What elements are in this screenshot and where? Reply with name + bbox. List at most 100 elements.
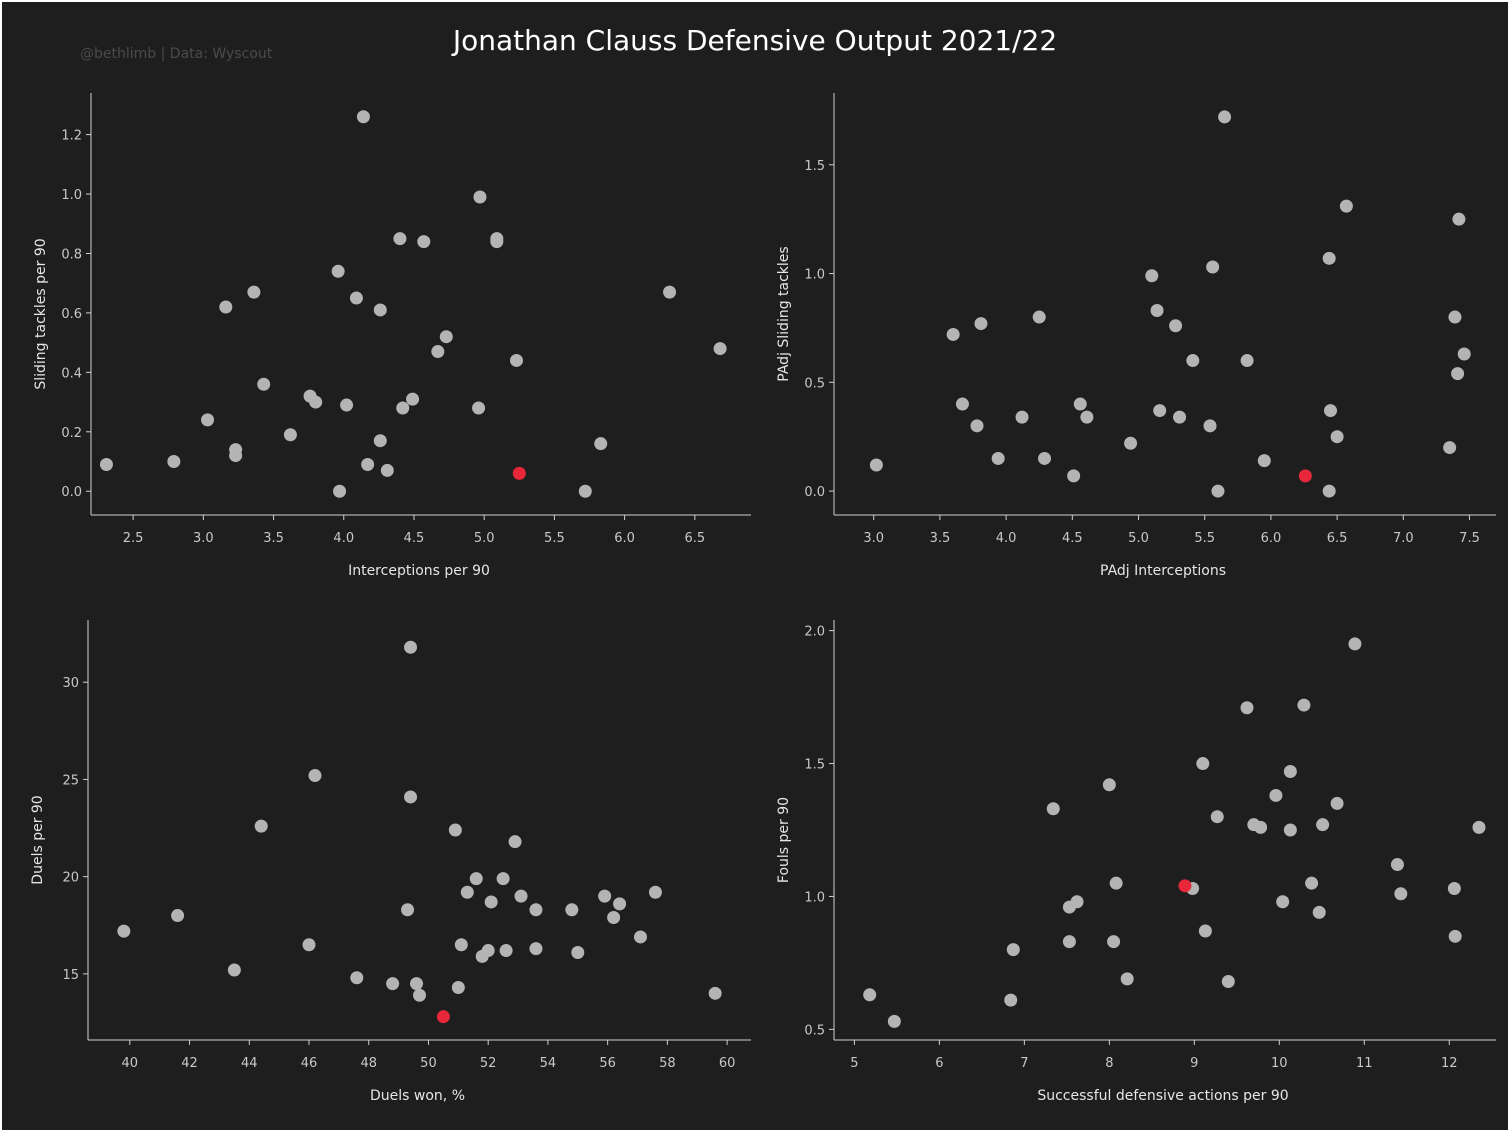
data-point — [406, 392, 420, 406]
data-point — [1448, 310, 1462, 324]
data-point — [1196, 757, 1210, 771]
data-point — [887, 1014, 901, 1028]
x-tick-label: 50 — [420, 1056, 437, 1071]
data-point — [1145, 269, 1159, 283]
data-point — [713, 342, 727, 356]
x-tick-label: 6.5 — [684, 531, 705, 546]
data-point — [350, 971, 364, 985]
data-point — [1257, 454, 1271, 468]
data-point — [1221, 975, 1235, 989]
data-point — [417, 235, 431, 249]
x-tick-label: 6.0 — [1261, 531, 1282, 546]
data-point — [499, 944, 513, 958]
scatter-panel-1: 2.5 3.0 3.5 4.0 4.5 5.0 5.5 6.0 6.5 0.0 0.2 0.4 0.6 0… — [33, 93, 751, 579]
data-point — [955, 397, 969, 411]
data-point — [481, 944, 495, 958]
data-point — [1339, 199, 1353, 213]
data-point — [1240, 354, 1254, 368]
data-point — [571, 946, 585, 959]
data-point — [254, 819, 268, 833]
data-point — [529, 903, 543, 917]
data-point — [1322, 484, 1336, 498]
data-point — [386, 977, 400, 991]
data-point — [1073, 397, 1087, 411]
x-tick-label: 9 — [1190, 1056, 1198, 1071]
data-point — [1173, 410, 1187, 424]
data-point — [1203, 419, 1217, 433]
data-point — [634, 930, 647, 944]
data-point — [1004, 993, 1018, 1007]
data-point — [1447, 881, 1461, 895]
data-point — [1443, 441, 1457, 455]
data-point — [508, 835, 522, 849]
x-tick-label: 4.0 — [996, 531, 1017, 546]
y-tick-label: 1.2 — [61, 129, 82, 144]
data-point — [1276, 895, 1290, 909]
data-point — [1254, 820, 1268, 834]
data-point — [451, 981, 465, 994]
data-credit: @bethlimb | Data: Wyscout — [80, 46, 273, 62]
data-point — [349, 291, 363, 305]
x-tick-label: 6.5 — [1327, 531, 1348, 546]
data-point — [509, 353, 523, 367]
data-point — [863, 988, 877, 1002]
data-point — [869, 458, 883, 472]
x-tick-label: 3.5 — [930, 531, 951, 546]
data-point — [1206, 260, 1220, 274]
highlight-point — [436, 1010, 450, 1024]
data-point — [1169, 319, 1183, 333]
y-axis-label: Sliding tackles per 90 — [33, 238, 49, 389]
data-point — [308, 769, 322, 783]
y-tick-label: 25 — [62, 773, 79, 788]
data-point — [404, 790, 418, 804]
data-point — [991, 451, 1005, 465]
y-tick-label: 0.2 — [61, 426, 82, 441]
highlight-point — [1178, 879, 1192, 893]
x-tick-label: 7.0 — [1393, 531, 1414, 546]
y-axis-label: Duels per 90 — [30, 795, 46, 884]
y-tick-label: 1.5 — [804, 758, 825, 773]
y-axis-label: Fouls per 90 — [776, 797, 792, 883]
data-point — [1305, 876, 1319, 890]
data-point — [413, 988, 426, 1002]
data-point — [648, 885, 662, 899]
data-point — [1211, 484, 1225, 498]
x-tick-label: 4.0 — [333, 531, 354, 546]
data-point — [1080, 410, 1094, 424]
data-point — [460, 885, 474, 899]
data-point — [1452, 212, 1466, 226]
data-point — [1046, 802, 1060, 816]
x-tick-label: 52 — [480, 1056, 497, 1071]
data-point — [1324, 404, 1337, 418]
data-point — [167, 455, 181, 469]
data-point — [1102, 778, 1116, 792]
data-point — [1120, 972, 1134, 986]
y-tick-label: 30 — [62, 676, 79, 691]
data-point — [578, 484, 592, 498]
data-point — [373, 303, 387, 317]
data-point — [472, 401, 486, 415]
data-point — [1448, 929, 1462, 943]
data-point — [974, 317, 988, 331]
data-point — [331, 264, 345, 278]
x-tick-label: 8 — [1105, 1056, 1113, 1071]
data-point — [565, 903, 579, 917]
data-point — [439, 330, 453, 344]
data-point — [229, 449, 243, 463]
x-axis-label: Successful defensive actions per 90 — [1037, 1088, 1288, 1104]
x-tick-label: 5.0 — [474, 531, 495, 546]
data-point — [393, 232, 407, 246]
x-tick-label: 7.5 — [1459, 531, 1480, 546]
data-point — [484, 895, 498, 909]
x-tick-label: 5.0 — [1128, 531, 1149, 546]
highlight-point — [1298, 469, 1312, 483]
data-point — [401, 903, 415, 917]
data-point — [1316, 818, 1330, 832]
y-tick-label: 0.8 — [61, 247, 82, 262]
data-point — [404, 640, 418, 654]
x-tick-label: 60 — [719, 1056, 736, 1071]
x-tick-label: 40 — [122, 1056, 139, 1071]
x-tick-label: 5.5 — [1194, 531, 1215, 546]
data-point — [1283, 823, 1297, 837]
x-tick-label: 3.0 — [863, 531, 884, 546]
